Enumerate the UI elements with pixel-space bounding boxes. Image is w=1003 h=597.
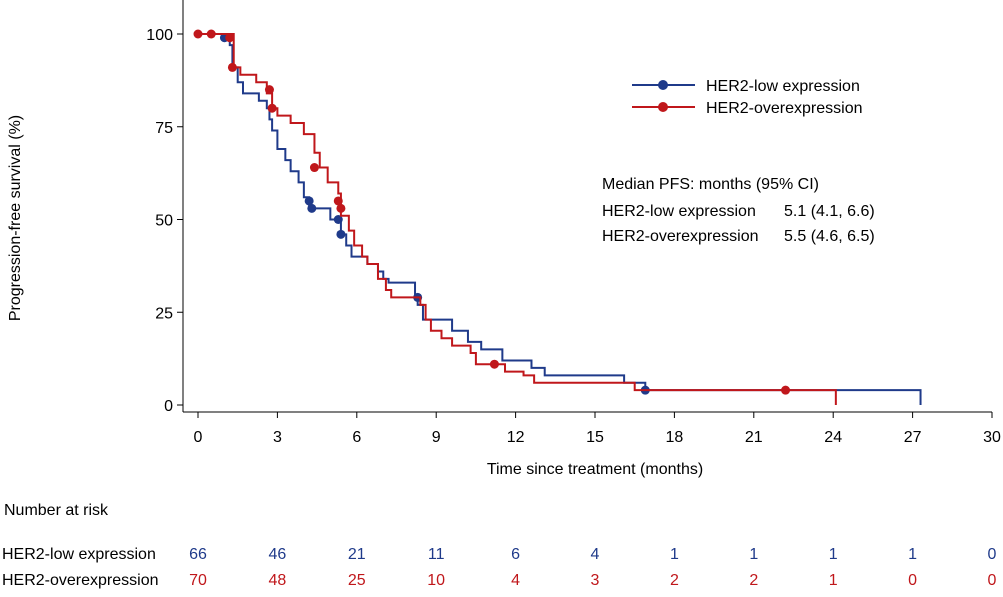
risk-value: 4 (511, 572, 521, 589)
risk-value: 1 (749, 546, 759, 563)
x-tick-label: 0 (194, 429, 203, 446)
risk-table-title: Number at risk (4, 502, 109, 519)
censor-point (307, 203, 317, 213)
legend-swatch-marker (658, 102, 668, 112)
risk-value: 0 (987, 546, 997, 563)
x-tick-label: 6 (352, 429, 361, 446)
x-tick-label: 9 (432, 429, 441, 446)
risk-value: 46 (268, 546, 287, 563)
x-tick-label: 15 (586, 429, 604, 446)
censor-point (336, 229, 346, 239)
y-tick-label: 0 (164, 398, 173, 415)
risk-value: 11 (427, 546, 445, 563)
y-tick-label: 25 (155, 305, 173, 322)
censor-point (304, 196, 314, 206)
censor-point (264, 85, 274, 95)
x-tick-label: 3 (273, 429, 282, 446)
y-tick-label: 75 (155, 120, 173, 137)
x-tick-label: 24 (824, 429, 842, 446)
risk-value: 10 (427, 572, 446, 589)
risk-value: 1 (828, 572, 838, 589)
censor-point (225, 33, 235, 43)
x-tick-label: 21 (745, 429, 763, 446)
risk-value: 6 (511, 546, 521, 563)
x-axis-label: Time since treatment (months) (487, 461, 703, 478)
x-tick-label: 12 (507, 429, 525, 446)
risk-value: 4 (590, 546, 600, 563)
risk-value: 2 (749, 572, 759, 589)
censor-point (193, 29, 203, 39)
risk-row-label: HER2-low expression (2, 546, 156, 563)
annotation-row-label: HER2-low expression (602, 203, 756, 220)
legend-label: HER2-low expression (706, 78, 860, 95)
censor-point (333, 215, 343, 224)
risk-value: 21 (347, 546, 366, 563)
censor-point (206, 29, 216, 39)
risk-value: 70 (189, 572, 207, 589)
risk-value: 66 (189, 546, 207, 563)
y-tick-label: 50 (155, 213, 173, 230)
annotation-row-value: 5.5 (4.6, 6.5) (784, 228, 875, 245)
legend-label: HER2-overexpression (706, 100, 863, 117)
annotation-row-value: 5.1 (4.1, 6.6) (784, 203, 875, 220)
annotation-title: Median PFS: months (95% CI) (602, 176, 819, 193)
risk-value: 0 (908, 572, 918, 589)
risk-value: 2 (669, 572, 679, 589)
risk-value: 1 (669, 546, 679, 563)
censor-point (267, 103, 277, 113)
legend: HER2-low expression HER2-overexpression (632, 78, 863, 117)
legend-swatch-marker (658, 80, 668, 90)
x-tick-label: 27 (904, 429, 922, 446)
x-tick-label: 18 (666, 429, 684, 446)
x-tick-label: 30 (983, 429, 1001, 446)
risk-value: 3 (590, 572, 600, 589)
censor-point (489, 359, 499, 369)
axes: 0 25 50 75 100 0 3 6 9 12 15 18 21 24 27 30 (146, 0, 1001, 446)
risk-value: 1 (828, 546, 838, 563)
censor-point (781, 385, 791, 395)
annotation-row-label: HER2-overexpression (602, 228, 759, 245)
series-layer (193, 29, 922, 405)
y-tick-label: 100 (146, 27, 173, 44)
y-axis-label: Progression-free survival (%) (7, 115, 24, 321)
risk-value: 0 (987, 572, 997, 589)
risk-row-label: HER2-overexpression (2, 572, 159, 589)
median-pfs-annotation: Median PFS: months (95% CI) HER2-low expr… (602, 176, 875, 245)
risk-value: 48 (268, 572, 287, 589)
risk-value: 1 (908, 546, 918, 563)
censor-point (333, 196, 343, 206)
risk-value: 25 (347, 572, 366, 589)
censor-point (227, 62, 237, 72)
censor-point (336, 203, 346, 213)
censor-point (309, 163, 319, 173)
